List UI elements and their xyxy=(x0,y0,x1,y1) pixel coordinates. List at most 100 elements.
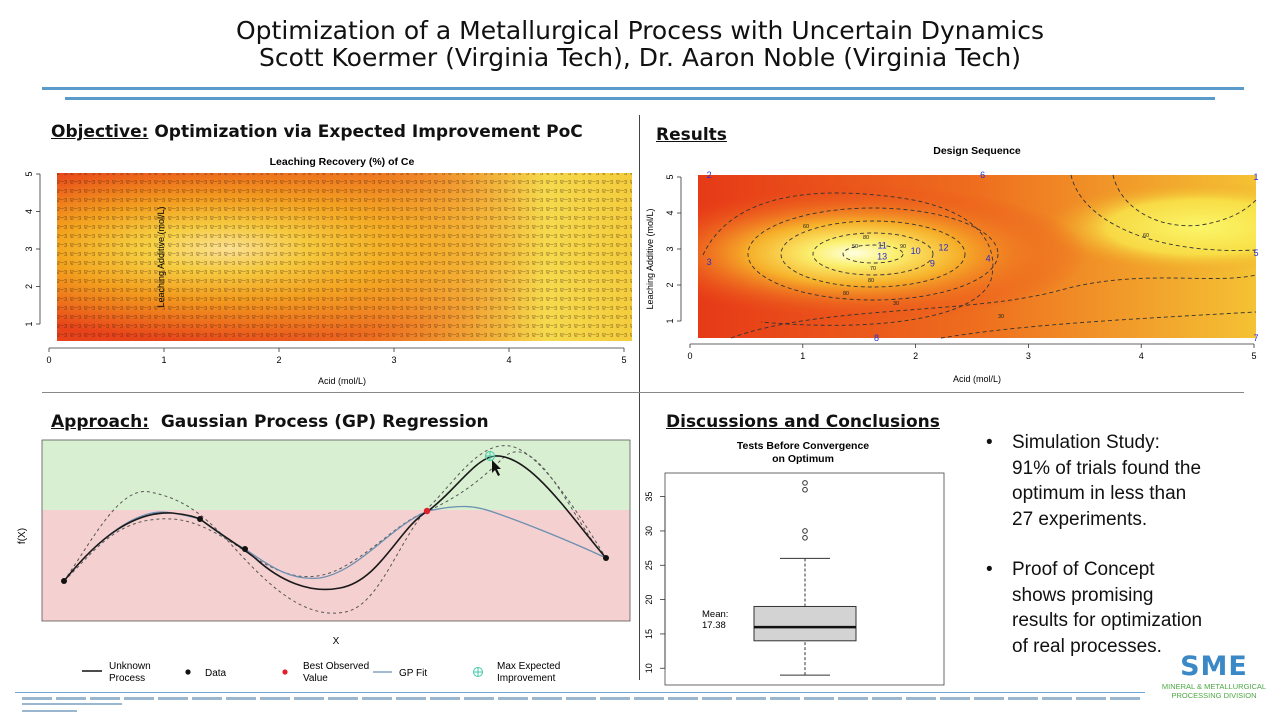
objective-chart-title: Leaching Recovery (%) of Ce xyxy=(270,156,415,168)
boxplot-mean-label: Mean: xyxy=(702,609,728,620)
conclusion-line: results for optimization xyxy=(1012,610,1203,631)
legend-unknown-process-label: Unknown Process xyxy=(109,661,151,684)
contour-label: 80 xyxy=(863,235,869,241)
sme-logo: SME MINERAL & METALLURGICAL PROCESSING D… xyxy=(1150,652,1278,701)
results-y-tick-label: 2 xyxy=(665,282,675,287)
results-heading-label: Results xyxy=(656,125,727,145)
contour-label: 60 xyxy=(803,224,809,230)
objective-x-tick-label: 1 xyxy=(161,355,166,365)
objective-xlabel: Acid (mol/L) xyxy=(318,376,366,386)
results-x-tick-label: 4 xyxy=(1139,351,1144,361)
approach-heading: Approach: Gaussian Process (GP) Regressi… xyxy=(51,412,489,432)
design-point-label: 1 xyxy=(1253,172,1258,182)
footer-rule xyxy=(15,692,1145,693)
objective-y-tick-label: 5 xyxy=(24,171,34,176)
conclusion-item: Proof of Concept shows promising results… xyxy=(986,557,1266,659)
contour-ring xyxy=(812,232,934,276)
boxplot-outlier xyxy=(802,486,808,493)
gp-lower-bound xyxy=(63,451,607,582)
legend-data-swatch xyxy=(185,669,191,675)
results-x-tick-label: 1 xyxy=(800,351,805,361)
contour-label: 90 xyxy=(900,244,906,250)
data-point xyxy=(603,555,609,561)
design-point-label: 10 xyxy=(911,246,921,256)
design-point-label: 7 xyxy=(1253,333,1258,343)
contour-line xyxy=(940,311,1257,339)
results-y-tick-label: 1 xyxy=(665,318,675,323)
tests-boxplot-chart: Tests Before Convergence on Optimum 10 15… xyxy=(644,440,945,686)
gp-plot-frame xyxy=(41,439,631,622)
design-point-label: 11 xyxy=(877,241,886,251)
design-sequence-title: Design Sequence xyxy=(933,145,1021,157)
boxplot-title-line2: on Optimum xyxy=(772,453,834,465)
contour-label: 70 xyxy=(870,266,876,272)
results-heading: Results xyxy=(656,125,727,145)
contour-label: 50 xyxy=(852,244,858,250)
results-x-tick-label: 3 xyxy=(1026,351,1031,361)
gp-legend: Unknown Process Data Best Observed Value G… xyxy=(82,661,560,684)
contour-label: 80 xyxy=(868,278,874,284)
boxplot-y-tick-label: 25 xyxy=(644,560,654,570)
boxplot-y-tick-label: 35 xyxy=(644,492,654,502)
results-x-tick-label: 0 xyxy=(687,351,692,361)
max-expected-improvement-marker xyxy=(485,451,495,461)
boxplot-marks xyxy=(753,480,857,676)
legend-max-ei-swatch xyxy=(473,667,483,677)
boxplot-y-tick-label: 20 xyxy=(644,595,654,605)
objective-y-tick-label: 2 xyxy=(24,284,34,289)
conclusion-line: 91% of trials found the xyxy=(1012,457,1202,479)
mouse-cursor-icon xyxy=(492,460,501,476)
objective-y-tick-label: 3 xyxy=(24,246,34,251)
boxplot-box xyxy=(753,605,857,642)
results-contours xyxy=(702,174,1257,339)
legend-data-label: Data xyxy=(205,668,227,679)
contour-label: 30 xyxy=(893,301,899,307)
contour-line xyxy=(1070,174,1257,251)
conclusion-line: optimum in less than xyxy=(1012,483,1187,504)
objective-heatmap-chart: ɐ~ɜ Leaching Recovery (%) of Ce 01234512… xyxy=(24,156,632,386)
design-point-label: 13 xyxy=(877,252,887,262)
contour-line xyxy=(702,192,994,326)
boxplot-outlier xyxy=(802,480,808,486)
boxplot-outlier xyxy=(802,535,808,541)
objective-x-tick-label: 0 xyxy=(46,355,51,365)
design-point-label: 3 xyxy=(707,257,712,267)
discussion-heading: Discussions and Conclusions xyxy=(666,412,940,432)
header-rule-bottom xyxy=(65,97,1215,100)
boxplot-y-tick-label: 30 xyxy=(644,526,654,536)
boxplot-y-axis: 10 15 20 25 30 35 xyxy=(644,492,666,673)
boxplot-y-tick-label: 10 xyxy=(644,663,654,673)
footer-fine-print xyxy=(22,697,1142,700)
discussion-heading-label: Discussions and Conclusions xyxy=(666,412,940,432)
header-rule-top xyxy=(42,87,1244,90)
approach-heading-label: Approach: xyxy=(51,412,150,432)
results-xlabel: Acid (mol/L) xyxy=(953,374,1001,384)
gp-ylabel: f(X) xyxy=(17,528,28,544)
conclusions-list: Simulation Study: 91% of trials found th… xyxy=(986,430,1266,659)
conclusion-line: Proof of Concept xyxy=(1012,559,1155,580)
results-x-tick-label: 2 xyxy=(913,351,918,361)
design-point-label: 4 xyxy=(986,253,991,263)
boxplot-mean-value: 17.38 xyxy=(702,620,726,631)
objective-x-tick-label: 3 xyxy=(391,355,396,365)
data-point xyxy=(61,578,67,584)
objective-x-tick-label: 2 xyxy=(276,355,281,365)
objective-ylabel: Leaching Additive (mol/L) xyxy=(156,206,166,307)
data-point xyxy=(197,516,203,522)
contour-line xyxy=(1112,174,1257,227)
legend-best-observed-swatch xyxy=(282,669,288,675)
objective-x-tick-label: 5 xyxy=(621,355,626,365)
conclusion-line: Simulation Study: xyxy=(1012,432,1160,453)
approach-heading-text: Gaussian Process (GP) Regression xyxy=(149,412,489,432)
legend-max-ei-label: Max Expected Improvement xyxy=(497,661,560,684)
legend-best-observed-label: Best Observed Value xyxy=(303,661,369,684)
boxplot-outlier xyxy=(802,528,808,534)
objective-heading: Objective: Optimization via Expected Imp… xyxy=(51,122,583,142)
conclusion-line: of real processes. xyxy=(1012,635,1162,657)
conclusion-line: shows promising xyxy=(1012,584,1154,606)
row-divider xyxy=(42,392,1244,393)
results-x-tick-label: 5 xyxy=(1251,351,1256,361)
